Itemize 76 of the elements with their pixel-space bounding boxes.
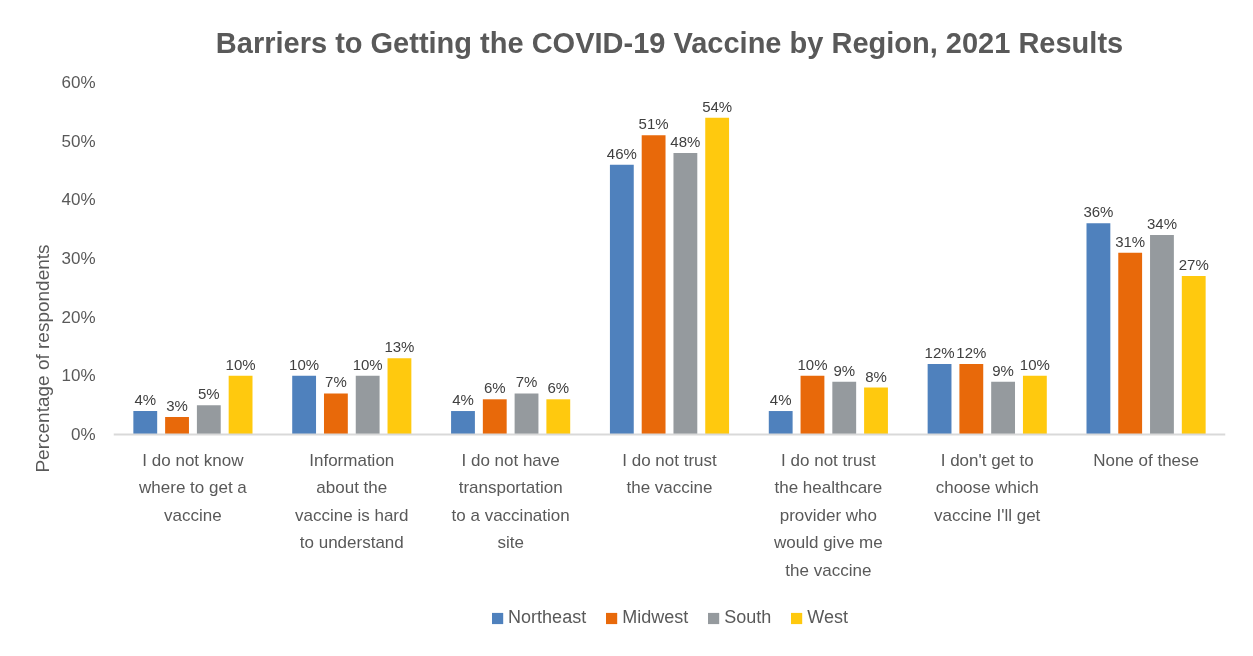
bar [832, 381, 857, 435]
bar [196, 405, 221, 435]
bar [991, 381, 1016, 435]
data-label: 31% [1115, 232, 1146, 250]
bar [768, 411, 793, 435]
bar [546, 399, 571, 435]
data-label: 51% [638, 115, 669, 133]
data-label: 12% [956, 344, 987, 362]
x-tick-label: None of these [1093, 450, 1200, 470]
x-tick-label: I do not trust the healthcare provider who would give me the vaccine [773, 450, 883, 580]
legend-label: South [724, 607, 772, 628]
y-tick-label: 40% [61, 190, 96, 210]
data-label: 13% [384, 338, 415, 356]
bar [165, 416, 189, 435]
y-tick-label: 20% [61, 307, 96, 327]
bar [959, 364, 984, 435]
bar [355, 375, 380, 435]
data-label: 6% [547, 379, 570, 397]
x-tick-label: I do not trust the vaccine [622, 450, 718, 498]
y-tick-label: 50% [61, 131, 96, 151]
legend-label: Midwest [622, 607, 689, 628]
bar [133, 411, 158, 435]
bar [323, 393, 348, 435]
data-label: 10% [225, 355, 256, 373]
data-label: 4% [769, 391, 792, 409]
bar [1118, 252, 1143, 435]
data-label: 9% [992, 361, 1014, 379]
y-tick-label: 10% [61, 366, 96, 386]
bar [1150, 235, 1174, 435]
bar [482, 399, 507, 435]
data-label: 10% [797, 355, 828, 373]
data-label: 27% [1178, 256, 1209, 274]
data-label: 10% [352, 355, 383, 373]
bar [864, 387, 888, 435]
legend-label: West [807, 607, 848, 628]
data-label: 46% [606, 144, 637, 162]
data-label: 5% [197, 385, 220, 403]
bar [514, 393, 539, 435]
x-tick-label: I do not have transportation to a vaccination site [451, 450, 570, 553]
data-label: 9% [833, 361, 856, 379]
data-label: 4% [452, 391, 474, 409]
bar [292, 375, 317, 435]
data-label: 12% [924, 344, 955, 362]
y-tick-label: 30% [61, 249, 96, 268]
data-label: 36% [1083, 203, 1114, 221]
data-label: 10% [1019, 355, 1050, 373]
bar [641, 135, 666, 435]
chart-title: Barriers to Getting the COVID-19 Vaccine by Region, 2021 Results [215, 26, 1124, 59]
data-label: 7% [515, 373, 538, 391]
bar [673, 152, 698, 435]
x-tick-label: Information about the vaccine is hard to understand [295, 450, 409, 553]
y-tick-label: 60% [61, 73, 96, 92]
data-label: 7% [325, 373, 347, 391]
bar [705, 117, 730, 435]
y-axis-title: Percentage of respondents [32, 244, 54, 473]
bar [609, 164, 634, 435]
bar [800, 375, 825, 435]
y-tick-label: 0% [70, 425, 96, 444]
x-tick-label: I do not know where to get a vaccine [138, 450, 248, 525]
bar [1022, 375, 1047, 435]
data-label: 6% [483, 379, 506, 397]
bar [1086, 223, 1111, 435]
data-label: 10% [289, 355, 320, 373]
bar [1181, 276, 1206, 435]
data-label: 8% [865, 367, 887, 385]
bar [228, 375, 253, 435]
legend-label: Northeast [508, 607, 587, 628]
data-label: 48% [670, 132, 701, 150]
data-label: 54% [702, 97, 733, 115]
data-label: 4% [134, 391, 157, 409]
data-label: 3% [166, 396, 188, 414]
bar [927, 364, 952, 435]
data-label: 34% [1146, 215, 1177, 233]
x-tick-label: I don't get to choose which vaccine I'll get [934, 450, 1041, 525]
bar [387, 358, 412, 435]
bar [451, 411, 475, 435]
